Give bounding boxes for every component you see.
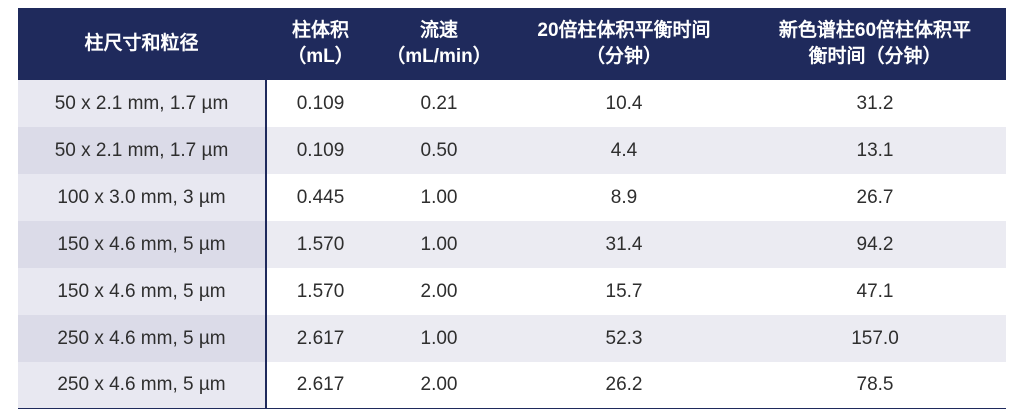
column-size-cell: 150 x 4.6 mm, 5 µm [18,221,267,268]
value-cell: 0.21 [374,80,504,127]
value-cell: 47.1 [744,268,1006,315]
value-cell: 8.9 [504,174,744,221]
value-cell: 52.3 [504,315,744,362]
header-60x-equilibration-time: 新色谱柱60倍柱体积平 衡时间（分钟） [744,8,1006,80]
value-cell: 2.00 [374,268,504,315]
value-cell: 0.109 [266,80,374,127]
table-row: 100 x 3.0 mm, 3 µm 0.445 1.00 8.9 26.7 [18,174,1006,221]
table-row: 250 x 4.6 mm, 5 µm 2.617 2.00 26.2 78.5 [18,362,1006,409]
value-cell: 2.617 [266,362,374,409]
value-cell: 26.2 [504,362,744,409]
value-cell: 0.50 [374,127,504,174]
header-row: 柱尺寸和粒径 柱体积 （mL） 流速 （mL/min） 20倍柱体积平衡时间 （… [18,8,1006,80]
column-size-cell: 250 x 4.6 mm, 5 µm [18,362,267,409]
value-cell: 13.1 [744,127,1006,174]
value-cell: 31.2 [744,80,1006,127]
column-equilibration-table: 柱尺寸和粒径 柱体积 （mL） 流速 （mL/min） 20倍柱体积平衡时间 （… [18,8,1006,409]
value-cell: 157.0 [744,315,1006,362]
header-flow-rate: 流速 （mL/min） [374,8,504,80]
header-20x-equilibration-time: 20倍柱体积平衡时间 （分钟） [504,8,744,80]
table-body: 50 x 2.1 mm, 1.7 µm 0.109 0.21 10.4 31.2 50 x… [18,80,1006,409]
value-cell: 31.4 [504,221,744,268]
value-cell: 1.00 [374,174,504,221]
value-cell: 0.109 [266,127,374,174]
value-cell: 26.7 [744,174,1006,221]
value-cell: 1.570 [266,268,374,315]
table-row: 50 x 2.1 mm, 1.7 µm 0.109 0.21 10.4 31.2 [18,80,1006,127]
column-size-cell: 150 x 4.6 mm, 5 µm [18,268,267,315]
value-cell: 94.2 [744,221,1006,268]
table-row: 50 x 2.1 mm, 1.7 µm 0.109 0.50 4.4 13.1 [18,127,1006,174]
value-cell: 15.7 [504,268,744,315]
column-size-cell: 100 x 3.0 mm, 3 µm [18,174,267,221]
header-column-volume: 柱体积 （mL） [266,8,374,80]
table-header: 柱尺寸和粒径 柱体积 （mL） 流速 （mL/min） 20倍柱体积平衡时间 （… [18,8,1006,80]
value-cell: 2.00 [374,362,504,409]
value-cell: 78.5 [744,362,1006,409]
value-cell: 1.570 [266,221,374,268]
value-cell: 4.4 [504,127,744,174]
column-size-cell: 50 x 2.1 mm, 1.7 µm [18,80,267,127]
header-column-size: 柱尺寸和粒径 [18,8,267,80]
table-row: 150 x 4.6 mm, 5 µm 1.570 1.00 31.4 94.2 [18,221,1006,268]
value-cell: 1.00 [374,221,504,268]
table-row: 250 x 4.6 mm, 5 µm 2.617 1.00 52.3 157.0 [18,315,1006,362]
value-cell: 2.617 [266,315,374,362]
column-size-cell: 250 x 4.6 mm, 5 µm [18,315,267,362]
value-cell: 10.4 [504,80,744,127]
table-row: 150 x 4.6 mm, 5 µm 1.570 2.00 15.7 47.1 [18,268,1006,315]
value-cell: 1.00 [374,315,504,362]
column-size-cell: 50 x 2.1 mm, 1.7 µm [18,127,267,174]
value-cell: 0.445 [266,174,374,221]
